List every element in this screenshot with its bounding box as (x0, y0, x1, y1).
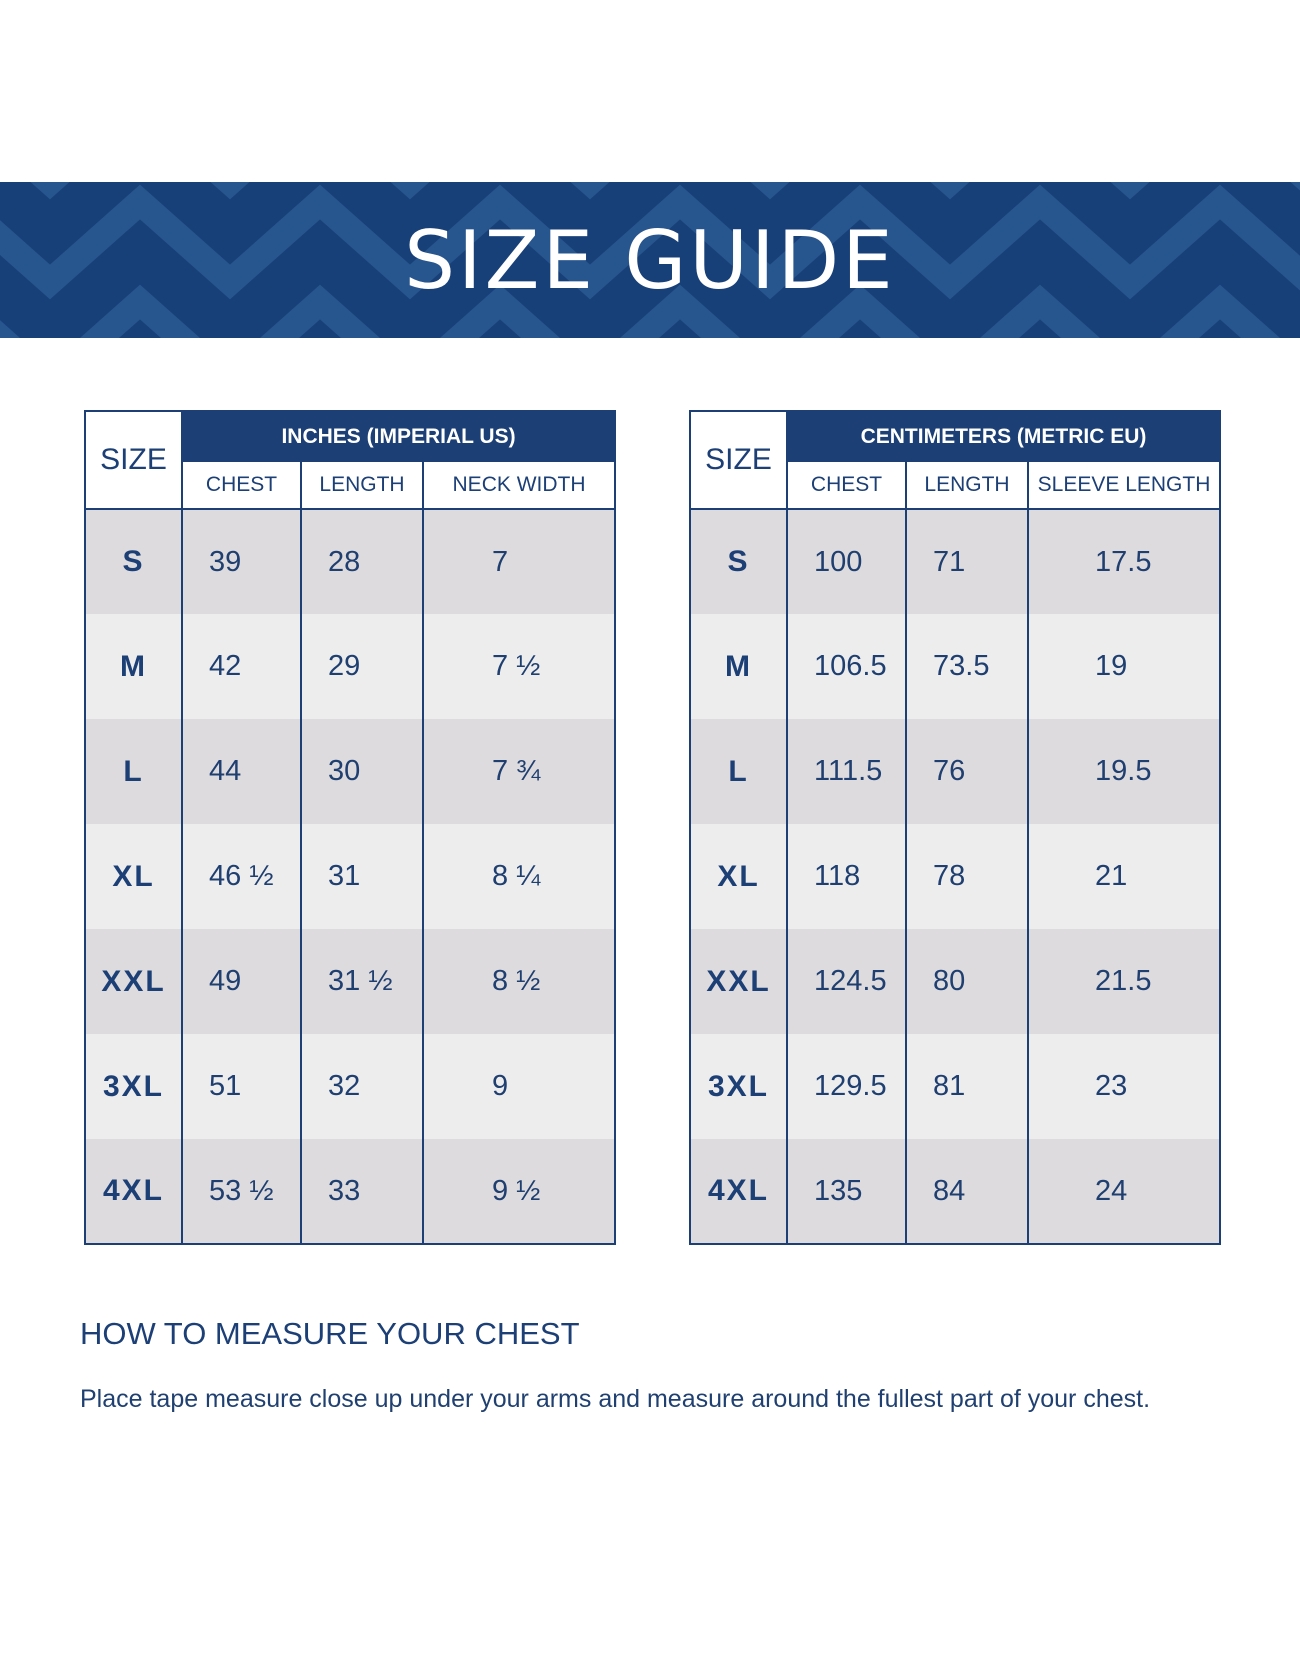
chest-value: 44 (181, 719, 301, 824)
length-value: 31 (300, 824, 423, 929)
length-value: 30 (300, 719, 423, 824)
chest-value: 39 (181, 509, 301, 614)
chest-value: 118 (786, 824, 906, 929)
sleeve-length-value: 21 (1026, 824, 1221, 929)
size-label: M (84, 614, 182, 719)
chest-value: 135 (786, 1139, 906, 1244)
size-label: M (689, 614, 787, 719)
size-label: XL (689, 824, 787, 929)
size-label: 4XL (689, 1139, 787, 1244)
neck-width-value: 9 (421, 1034, 616, 1139)
table-row: XL 118 78 21 (689, 824, 1221, 929)
table-row: M 42 29 7 ½ (84, 614, 616, 719)
chest-value: 106.5 (786, 614, 906, 719)
neck-width-value: 9 ½ (421, 1139, 616, 1244)
page-title: SIZE GUIDE (404, 213, 896, 307)
size-label: S (689, 509, 787, 614)
table-row: L 111.5 76 19.5 (689, 719, 1221, 824)
table-row: L 44 30 7 ¾ (84, 719, 616, 824)
neck-width-value: 8 ¼ (421, 824, 616, 929)
measure-chest-heading: HOW TO MEASURE YOUR CHEST (80, 1316, 580, 1351)
table-row: M 106.5 73.5 19 (689, 614, 1221, 719)
size-label: XL (84, 824, 182, 929)
neck-width-value: 7 ¾ (421, 719, 616, 824)
length-column-header: LENGTH (905, 462, 1028, 510)
length-value: 73.5 (905, 614, 1028, 719)
chest-value: 124.5 (786, 929, 906, 1034)
length-value: 71 (905, 509, 1028, 614)
length-value: 84 (905, 1139, 1028, 1244)
size-column-header: SIZE (689, 411, 787, 510)
table-row: 3XL 51 32 9 (84, 1034, 616, 1139)
table-row: 4XL 53 ½ 33 9 ½ (84, 1139, 616, 1244)
size-label: S (84, 509, 182, 614)
imperial-size-table: SIZE INCHES (IMPERIAL US) CHEST LENGTH N… (84, 410, 617, 1245)
length-value: 78 (905, 824, 1028, 929)
neck-width-value: 8 ½ (421, 929, 616, 1034)
length-value: 28 (300, 509, 423, 614)
chest-column-header: CHEST (786, 462, 906, 510)
size-label: XXL (84, 929, 182, 1034)
length-value: 31 ½ (300, 929, 423, 1034)
size-label: XXL (689, 929, 787, 1034)
length-value: 80 (905, 929, 1028, 1034)
neck-width-column-header: NECK WIDTH (421, 462, 616, 510)
table-row: XXL 49 31 ½ 8 ½ (84, 929, 616, 1034)
table-row: XL 46 ½ 31 8 ¼ (84, 824, 616, 929)
sleeve-length-value: 24 (1026, 1139, 1221, 1244)
sleeve-length-value: 23 (1026, 1034, 1221, 1139)
chest-column-header: CHEST (181, 462, 301, 510)
metric-group-header: CENTIMETERS (METRIC EU) (785, 411, 1221, 463)
sleeve-length-value: 19 (1026, 614, 1221, 719)
chest-value: 53 ½ (181, 1139, 301, 1244)
neck-width-value: 7 ½ (421, 614, 616, 719)
size-label: L (84, 719, 182, 824)
table-row: S 100 71 17.5 (689, 509, 1221, 614)
table-row: XXL 124.5 80 21.5 (689, 929, 1221, 1034)
table-row: 3XL 129.5 81 23 (689, 1034, 1221, 1139)
length-value: 29 (300, 614, 423, 719)
imperial-group-header: INCHES (IMPERIAL US) (180, 411, 616, 463)
size-label: 3XL (84, 1034, 182, 1139)
chest-value: 129.5 (786, 1034, 906, 1139)
sleeve-length-value: 17.5 (1026, 509, 1221, 614)
chest-value: 42 (181, 614, 301, 719)
sleeve-length-column-header: SLEEVE LENGTH (1026, 462, 1221, 510)
size-label: 4XL (84, 1139, 182, 1244)
size-label: 3XL (689, 1034, 787, 1139)
table-row: S 39 28 7 (84, 509, 616, 614)
zigzag-pattern-icon (0, 182, 1300, 338)
size-guide-banner: SIZE GUIDE (0, 182, 1300, 338)
measure-chest-instructions: Place tape measure close up under your a… (80, 1385, 1151, 1413)
chest-value: 100 (786, 509, 906, 614)
table-row: 4XL 135 84 24 (689, 1139, 1221, 1244)
size-label: L (689, 719, 787, 824)
chest-value: 46 ½ (181, 824, 301, 929)
chest-value: 111.5 (786, 719, 906, 824)
sleeve-length-value: 21.5 (1026, 929, 1221, 1034)
size-column-header: SIZE (84, 411, 182, 510)
neck-width-value: 7 (421, 509, 616, 614)
length-column-header: LENGTH (300, 462, 423, 510)
length-value: 81 (905, 1034, 1028, 1139)
length-value: 32 (300, 1034, 423, 1139)
chest-value: 51 (181, 1034, 301, 1139)
length-value: 33 (300, 1139, 423, 1244)
sleeve-length-value: 19.5 (1026, 719, 1221, 824)
chest-value: 49 (181, 929, 301, 1034)
metric-size-table: SIZE CENTIMETERS (METRIC EU) CHEST LENGT… (689, 410, 1222, 1245)
length-value: 76 (905, 719, 1028, 824)
